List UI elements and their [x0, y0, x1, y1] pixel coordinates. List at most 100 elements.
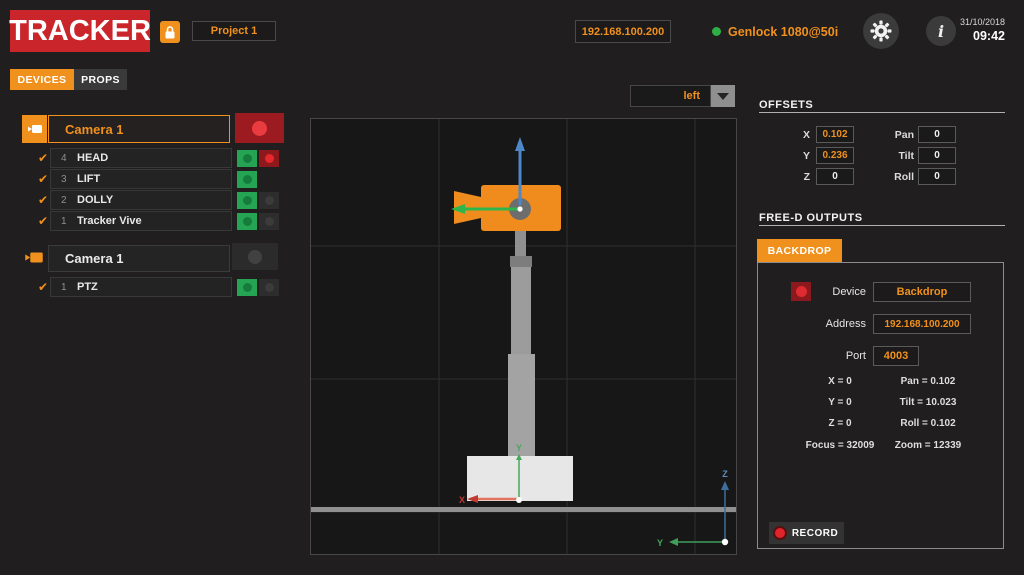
device-name: LIFT: [77, 173, 101, 185]
readout-z: Z = 0: [828, 418, 852, 429]
status-green-button[interactable]: [237, 170, 257, 188]
tab-props[interactable]: PROPS: [74, 69, 127, 90]
datetime: 31/10/2018 09:42: [943, 17, 1005, 43]
status-gray-button[interactable]: [259, 212, 279, 230]
offset-roll-field[interactable]: 0: [918, 168, 956, 185]
offset-z-label: Z: [803, 171, 810, 183]
backdrop-port-field[interactable]: 4003: [873, 346, 919, 366]
offset-pan-field[interactable]: 0: [918, 126, 956, 143]
status-green-button[interactable]: [237, 278, 257, 296]
floor-line: [311, 507, 736, 512]
device-group-camera1[interactable]: Camera 1: [48, 115, 230, 143]
app-logo: TRACKER: [9, 10, 151, 52]
readout-focus: Focus = 32009: [805, 440, 875, 451]
time-label: 09:42: [973, 29, 1005, 43]
base-origin-dot: [516, 497, 522, 503]
device-name: DOLLY: [77, 194, 114, 206]
camera1-record-button[interactable]: [235, 113, 284, 143]
base-y-axis-label: Y: [516, 443, 522, 453]
offset-pan-label: Pan: [894, 129, 914, 141]
device-row-lift[interactable]: ✔ 3 LIFT: [36, 169, 284, 189]
status-gray-button[interactable]: [259, 278, 279, 296]
offset-z-field[interactable]: 0: [816, 168, 854, 185]
gizmo-z-arrowhead: [721, 481, 729, 490]
freed-outputs-title: FREE-D OUTPUTS: [759, 212, 863, 224]
base-y-arrowhead: [516, 454, 522, 460]
offset-x-label: X: [802, 129, 810, 141]
backdrop-record-indicator[interactable]: [791, 282, 811, 301]
info-button[interactable]: i: [926, 16, 956, 46]
device-row-ptz[interactable]: ✔ 1 PTZ: [36, 277, 284, 297]
chevron-down-icon: [717, 92, 729, 100]
readout-tilt: Tilt = 10.023: [899, 397, 957, 408]
view-selector[interactable]: left: [630, 85, 711, 107]
gizmo-z-label: Z: [722, 469, 728, 479]
offset-y-field[interactable]: 0.236: [816, 147, 854, 164]
genlock-label: Genlock 1080@50i: [728, 24, 839, 39]
offset-x-field[interactable]: 0.102: [816, 126, 854, 143]
record-button-label: RECORD: [791, 527, 839, 539]
backdrop-panel: Device Backdrop Address 192.168.100.200 …: [757, 262, 1004, 549]
device-number: 1: [61, 281, 67, 293]
readout-pan: Pan = 0.102: [900, 376, 956, 387]
device-row-dolly[interactable]: ✔ 2 DOLLY: [36, 190, 284, 210]
record-dot-icon: [252, 120, 267, 136]
camera-axis-up-arrowhead: [515, 137, 525, 151]
status-red-button[interactable]: [259, 149, 279, 167]
record-dot-icon: [774, 528, 785, 538]
viewport-3d[interactable]: Y X Z Y: [310, 118, 737, 555]
device-number: 2: [61, 194, 67, 206]
record-dot-icon: [795, 286, 807, 297]
device-row-tracker-vive[interactable]: ✔ 1 Tracker Vive: [36, 211, 284, 231]
pedestal-tube-upper: [511, 267, 531, 355]
dolly-base: [467, 456, 573, 501]
tab-devices[interactable]: DEVICES: [10, 69, 74, 90]
check-icon: ✔: [37, 151, 49, 165]
camera2-record-button[interactable]: [232, 243, 278, 270]
settings-button[interactable]: [863, 13, 899, 49]
ip-address-field[interactable]: 192.168.100.200: [575, 20, 671, 43]
camera1-icon-box: [22, 115, 47, 143]
check-icon: ✔: [37, 172, 49, 186]
offset-tilt-label: Tilt: [898, 150, 914, 162]
device-number: 3: [61, 173, 67, 185]
status-green-button[interactable]: [237, 149, 257, 167]
status-green-button[interactable]: [237, 191, 257, 209]
project-name-field[interactable]: Project 1: [192, 21, 276, 41]
view-selector-dropdown-button[interactable]: [711, 85, 735, 107]
device-number: 1: [61, 215, 67, 227]
pedestal-tube-lower: [508, 354, 535, 457]
device-name: PTZ: [77, 281, 98, 293]
genlock-status: Genlock 1080@50i: [712, 20, 838, 43]
backdrop-device-field[interactable]: Backdrop: [873, 282, 971, 302]
gizmo-y-arrowhead: [669, 538, 678, 546]
camera-icon: [25, 252, 43, 263]
status-gray-button[interactable]: [259, 191, 279, 209]
backdrop-address-field[interactable]: 192.168.100.200: [873, 314, 971, 334]
camera-icon: [27, 125, 42, 133]
offset-roll-label: Roll: [894, 171, 914, 183]
gizmo-y-label: Y: [657, 538, 663, 548]
lock-icon: [165, 25, 175, 38]
offsets-title: OFFSETS: [759, 99, 814, 111]
offset-tilt-field[interactable]: 0: [918, 147, 956, 164]
device-group-camera2[interactable]: Camera 1: [48, 245, 230, 272]
camera-axis-left-arrowhead: [451, 204, 465, 214]
check-icon: ✔: [37, 280, 49, 294]
gear-icon: [870, 20, 892, 42]
offset-y-label: Y: [802, 150, 810, 162]
status-green-button[interactable]: [237, 212, 257, 230]
base-x-axis-label: X: [459, 495, 465, 505]
camera2-icon: [24, 250, 44, 270]
genlock-status-dot: [712, 27, 721, 36]
gizmo-origin-dot: [721, 538, 729, 546]
device-name: HEAD: [77, 152, 109, 164]
record-button[interactable]: RECORD: [769, 522, 844, 544]
device-row-head[interactable]: ✔ 4 HEAD: [36, 148, 284, 168]
device-number: 4: [61, 152, 67, 164]
divider: [759, 112, 1005, 113]
lock-button[interactable]: [160, 21, 180, 43]
readout-zoom: Zoom = 12339: [894, 440, 962, 451]
divider: [759, 225, 1005, 226]
tab-backdrop[interactable]: BACKDROP: [757, 239, 842, 262]
